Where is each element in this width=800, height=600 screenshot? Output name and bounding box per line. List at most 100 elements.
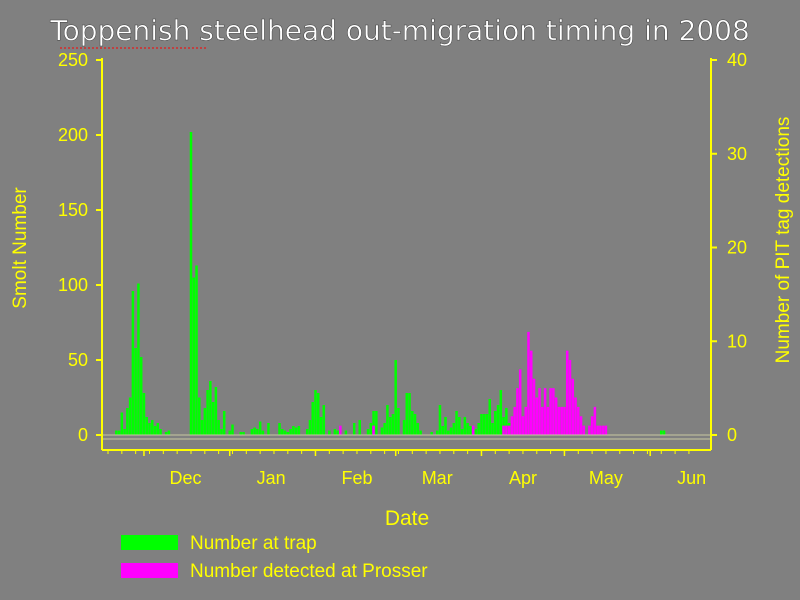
prosser-bar bbox=[557, 406, 561, 436]
y-tick-label: 150 bbox=[58, 200, 88, 220]
prosser-bar bbox=[554, 397, 558, 435]
trap-bar bbox=[449, 427, 453, 435]
trap-bar bbox=[386, 405, 389, 435]
trap-bar bbox=[496, 405, 500, 435]
prosser-bar bbox=[582, 425, 586, 436]
prosser-bar bbox=[590, 416, 594, 435]
prosser-bar bbox=[599, 425, 602, 436]
trap-bar bbox=[505, 408, 508, 435]
trap-bar bbox=[455, 411, 458, 435]
prosser-bar bbox=[571, 378, 574, 435]
prosser-bar bbox=[543, 388, 547, 436]
trap-bar bbox=[328, 430, 331, 435]
trap-bar bbox=[333, 429, 337, 435]
x-tick-label: Apr bbox=[509, 468, 537, 488]
trap-bar bbox=[466, 423, 469, 435]
trap-bar bbox=[352, 423, 356, 435]
prosser-bar bbox=[339, 425, 342, 436]
prosser-bar bbox=[532, 378, 536, 435]
prosser-bar bbox=[471, 425, 475, 436]
trap-bar bbox=[499, 390, 503, 435]
trap-bar bbox=[311, 402, 314, 435]
trap-bar bbox=[491, 423, 494, 435]
trap-bar bbox=[316, 393, 320, 435]
trap-bar bbox=[153, 426, 157, 435]
trap-bar bbox=[228, 430, 231, 435]
trap-bar bbox=[250, 429, 254, 435]
x-tick-label: Jun bbox=[677, 468, 706, 488]
trap-bar bbox=[308, 420, 312, 435]
trap-bar bbox=[206, 390, 209, 435]
trap-bar bbox=[458, 417, 461, 435]
trap-bar bbox=[444, 417, 447, 435]
trap-bar bbox=[452, 423, 456, 435]
prosser-bar bbox=[579, 416, 583, 435]
trap-bar bbox=[134, 348, 137, 435]
trap-bar bbox=[441, 426, 444, 435]
y-tick-label: 100 bbox=[58, 275, 88, 295]
trap-bar bbox=[258, 421, 262, 435]
trap-bar bbox=[145, 417, 148, 435]
y-axis-label: Smolt Number bbox=[10, 187, 31, 309]
prosser-bar bbox=[601, 425, 605, 436]
trap-bar bbox=[369, 423, 373, 435]
legend-label-trap: Number at trap bbox=[190, 533, 317, 554]
prosser-bar bbox=[574, 397, 577, 435]
trap-bar bbox=[474, 429, 478, 435]
trap-bar bbox=[435, 430, 439, 435]
trap-bar bbox=[261, 430, 265, 435]
prosser-bar bbox=[604, 425, 608, 436]
legend-swatch-trap bbox=[121, 535, 178, 550]
trap-bar bbox=[463, 417, 467, 435]
trap-bar bbox=[289, 429, 292, 435]
trap-bar bbox=[192, 277, 196, 435]
trap-bar bbox=[128, 397, 132, 435]
trap-bar bbox=[120, 412, 124, 435]
trap-bar bbox=[366, 429, 370, 435]
trap-bar bbox=[115, 430, 118, 435]
trap-bar bbox=[167, 430, 171, 435]
x-tick-label: May bbox=[589, 468, 623, 488]
prosser-bar bbox=[518, 369, 522, 436]
trap-bar bbox=[214, 387, 218, 435]
trap-bar bbox=[159, 429, 162, 435]
trap-bar bbox=[209, 381, 212, 435]
trap-bar bbox=[151, 420, 154, 435]
trap-bar bbox=[394, 360, 397, 435]
prosser-bar bbox=[577, 406, 580, 436]
prosser-bar bbox=[502, 425, 505, 436]
trap-bar bbox=[142, 393, 146, 435]
trap-bar bbox=[297, 426, 301, 435]
trap-bar bbox=[283, 430, 287, 435]
prosser-bar bbox=[524, 406, 527, 436]
trap-bar bbox=[375, 411, 378, 435]
trap-bar bbox=[200, 420, 204, 435]
legend: Number at trap Number detected at Prosse… bbox=[121, 533, 428, 582]
trap-bar bbox=[405, 393, 409, 435]
prosser-bar bbox=[563, 406, 566, 436]
trap-bar bbox=[231, 424, 234, 435]
trap-bar bbox=[148, 423, 151, 435]
y-tick-label: 0 bbox=[78, 425, 88, 445]
trap-bar bbox=[139, 357, 143, 435]
y-tick-label: 250 bbox=[58, 50, 88, 70]
trap-bar bbox=[460, 429, 464, 435]
trap-bar bbox=[336, 430, 339, 435]
prosser-bar bbox=[505, 425, 508, 436]
trap-bar bbox=[480, 414, 483, 435]
trap-bar bbox=[488, 399, 492, 435]
prosser-bar bbox=[588, 425, 591, 436]
axes: 0 50 100 150 200 250 0 10 20 30 40 Dec Jan Feb Mar Apr M… bbox=[58, 50, 747, 488]
prosser-bar bbox=[521, 416, 525, 435]
trap-bar bbox=[278, 423, 281, 435]
trap-bar bbox=[220, 429, 223, 435]
trap-bar bbox=[322, 405, 326, 435]
trap-bar bbox=[117, 430, 121, 435]
chart-title: Toppenish steelhead out-migration timing… bbox=[49, 14, 750, 47]
trap-bar bbox=[198, 397, 201, 435]
prosser-bar bbox=[535, 397, 539, 435]
trap-bar bbox=[447, 430, 450, 435]
trap-bar bbox=[256, 429, 259, 435]
trap-bar bbox=[203, 408, 207, 435]
trap-bar bbox=[217, 420, 220, 435]
